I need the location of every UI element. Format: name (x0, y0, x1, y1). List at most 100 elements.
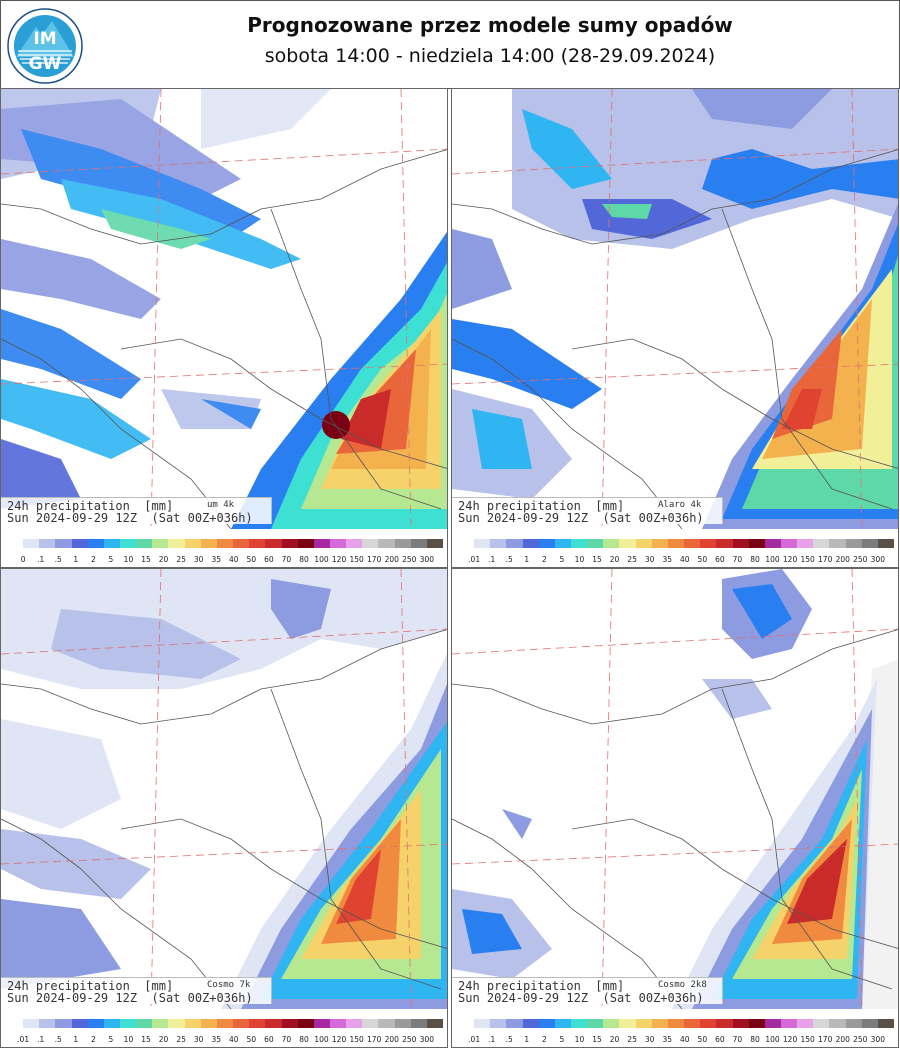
legend-tick-label: 30 (193, 1035, 204, 1044)
legend-swatch (200, 1019, 218, 1028)
legend-swatch (410, 1019, 428, 1028)
legend-swatch (458, 539, 475, 548)
legend-tick-label: .5 (54, 1035, 62, 1044)
legend-swatch (378, 539, 396, 548)
legend-tick-label: 100 (765, 1035, 780, 1044)
legend-swatch (651, 1019, 669, 1028)
legend-tick-label: 1 (524, 1035, 530, 1044)
legend-swatch (619, 1019, 637, 1028)
legend-tick-label: 70 (281, 1035, 292, 1044)
color-legend: .01.1.5 1 2 5 10 15 20 25 30 35 40 50 60 70 80 100 120 15… (452, 533, 898, 567)
info-variable: 24h precipitation [mm] (458, 499, 625, 513)
legend-tick-label: .01 (468, 1035, 481, 1044)
legend-tick-label: 120 (782, 555, 798, 564)
legend-swatch (651, 539, 669, 548)
legend-swatch (152, 1019, 169, 1028)
legend-swatch (667, 539, 685, 548)
legend-tick-label: 40 (228, 1035, 239, 1044)
legend-tick-label: 250 (402, 1035, 417, 1044)
legend-swatch (39, 1019, 56, 1028)
legend-swatch (55, 1019, 73, 1028)
legend-tick-label: 20 (609, 1035, 620, 1044)
legend-tick-label: 10 (574, 1035, 585, 1044)
legend-swatch (877, 539, 895, 548)
legend-tick-label: 20 (158, 555, 169, 564)
map-panel-cosmo-2k8: 24h precipitation [mm] Cosmo 2k8 Sun 202… (451, 568, 899, 1048)
legend-swatch (87, 539, 105, 548)
legend-tick-label: 50 (246, 555, 257, 564)
legend-swatch (265, 1019, 282, 1028)
legend-swatch (184, 539, 202, 548)
legend-tick-label: 120 (782, 1035, 798, 1044)
legend-swatch (426, 1019, 444, 1028)
info-time: Sun 2024-09-29 12Z (Sat 00Z+036h) (458, 991, 704, 1005)
legend-swatch (168, 1019, 186, 1028)
legend-swatch (554, 539, 572, 548)
legend-swatch (635, 539, 653, 548)
legend-swatch (716, 539, 733, 548)
info-model: Cosmo 7k (207, 980, 251, 990)
legend-swatch (554, 1019, 572, 1028)
info-box: 24h precipitation [mm] Alaro 4k Sun 2024… (452, 497, 723, 525)
info-variable: 24h precipitation [mm] (458, 979, 625, 993)
legend-swatch (120, 539, 137, 548)
legend-swatch (346, 1019, 363, 1028)
legend-swatch (55, 539, 73, 548)
legend-tick-label: 300 (419, 1035, 435, 1044)
legend-tick-label: .1 (488, 1035, 496, 1044)
legend-swatch (861, 1019, 879, 1028)
legend-swatch (152, 539, 169, 548)
info-time: Sun 2024-09-29 12Z (Sat 00Z+036h) (7, 511, 253, 525)
legend-tick-label: 100 (765, 555, 780, 564)
legend-tick-label: 25 (627, 1035, 637, 1044)
legend-tick-label: .1 (488, 555, 496, 564)
legend-swatch (329, 539, 347, 548)
precip-map-cosmo-7k (1, 569, 447, 1009)
legend-swatch (538, 1019, 556, 1028)
legend-swatch (764, 539, 782, 548)
legend-tick-label: 300 (419, 555, 435, 564)
legend-swatch (7, 1019, 24, 1028)
legend-swatch (587, 539, 604, 548)
legend-tick-label: 170 (818, 1035, 833, 1044)
legend-tick-label: 35 (662, 555, 672, 564)
legend-tick-label: 30 (193, 555, 204, 564)
legend-swatch (346, 539, 363, 548)
legend-swatch (490, 1019, 507, 1028)
legend-swatch (829, 1019, 847, 1028)
legend-swatch (362, 1019, 379, 1028)
legend-swatch (233, 539, 250, 548)
legend-tick-label: 80 (299, 555, 309, 564)
legend-swatch (313, 1019, 331, 1028)
legend-swatch (362, 539, 379, 548)
legend-tick-label: 50 (246, 1035, 257, 1044)
legend-tick-label: 300 (870, 1035, 886, 1044)
legend-tick-label: 250 (402, 555, 417, 564)
legend-tick-label: 120 (331, 555, 347, 564)
legend-swatch (732, 539, 750, 548)
legend-tick-label: 200 (384, 555, 399, 564)
legend-tick-label: 1 (524, 555, 530, 564)
legend-tick-label: 20 (158, 1035, 169, 1044)
legend-swatch (313, 539, 331, 548)
info-box: 24h precipitation [mm] Cosmo 7k Sun 2024… (1, 977, 272, 1005)
legend-swatch (748, 1019, 766, 1028)
legend-swatch (538, 539, 556, 548)
legend-swatch (71, 539, 89, 548)
legend-swatch (684, 539, 701, 548)
legend-tick-label: 250 (853, 555, 868, 564)
legend-tick-label: 150 (349, 1035, 364, 1044)
legend-swatch (103, 539, 121, 548)
legend-swatch (39, 539, 56, 548)
legend-tick-label: 150 (800, 1035, 815, 1044)
precip-map-um-4k (1, 89, 447, 529)
legend-tick-label: 50 (697, 1035, 708, 1044)
legend-tick-label: 0 (20, 555, 26, 564)
legend-swatch (87, 1019, 105, 1028)
legend-swatch (297, 539, 315, 548)
legend-tick-label: 10 (123, 555, 134, 564)
legend-swatch (136, 1019, 153, 1028)
legend-tick-label: 40 (228, 555, 239, 564)
info-time: Sun 2024-09-29 12Z (Sat 00Z+036h) (7, 991, 253, 1005)
legend-tick-label: 100 (314, 1035, 329, 1044)
